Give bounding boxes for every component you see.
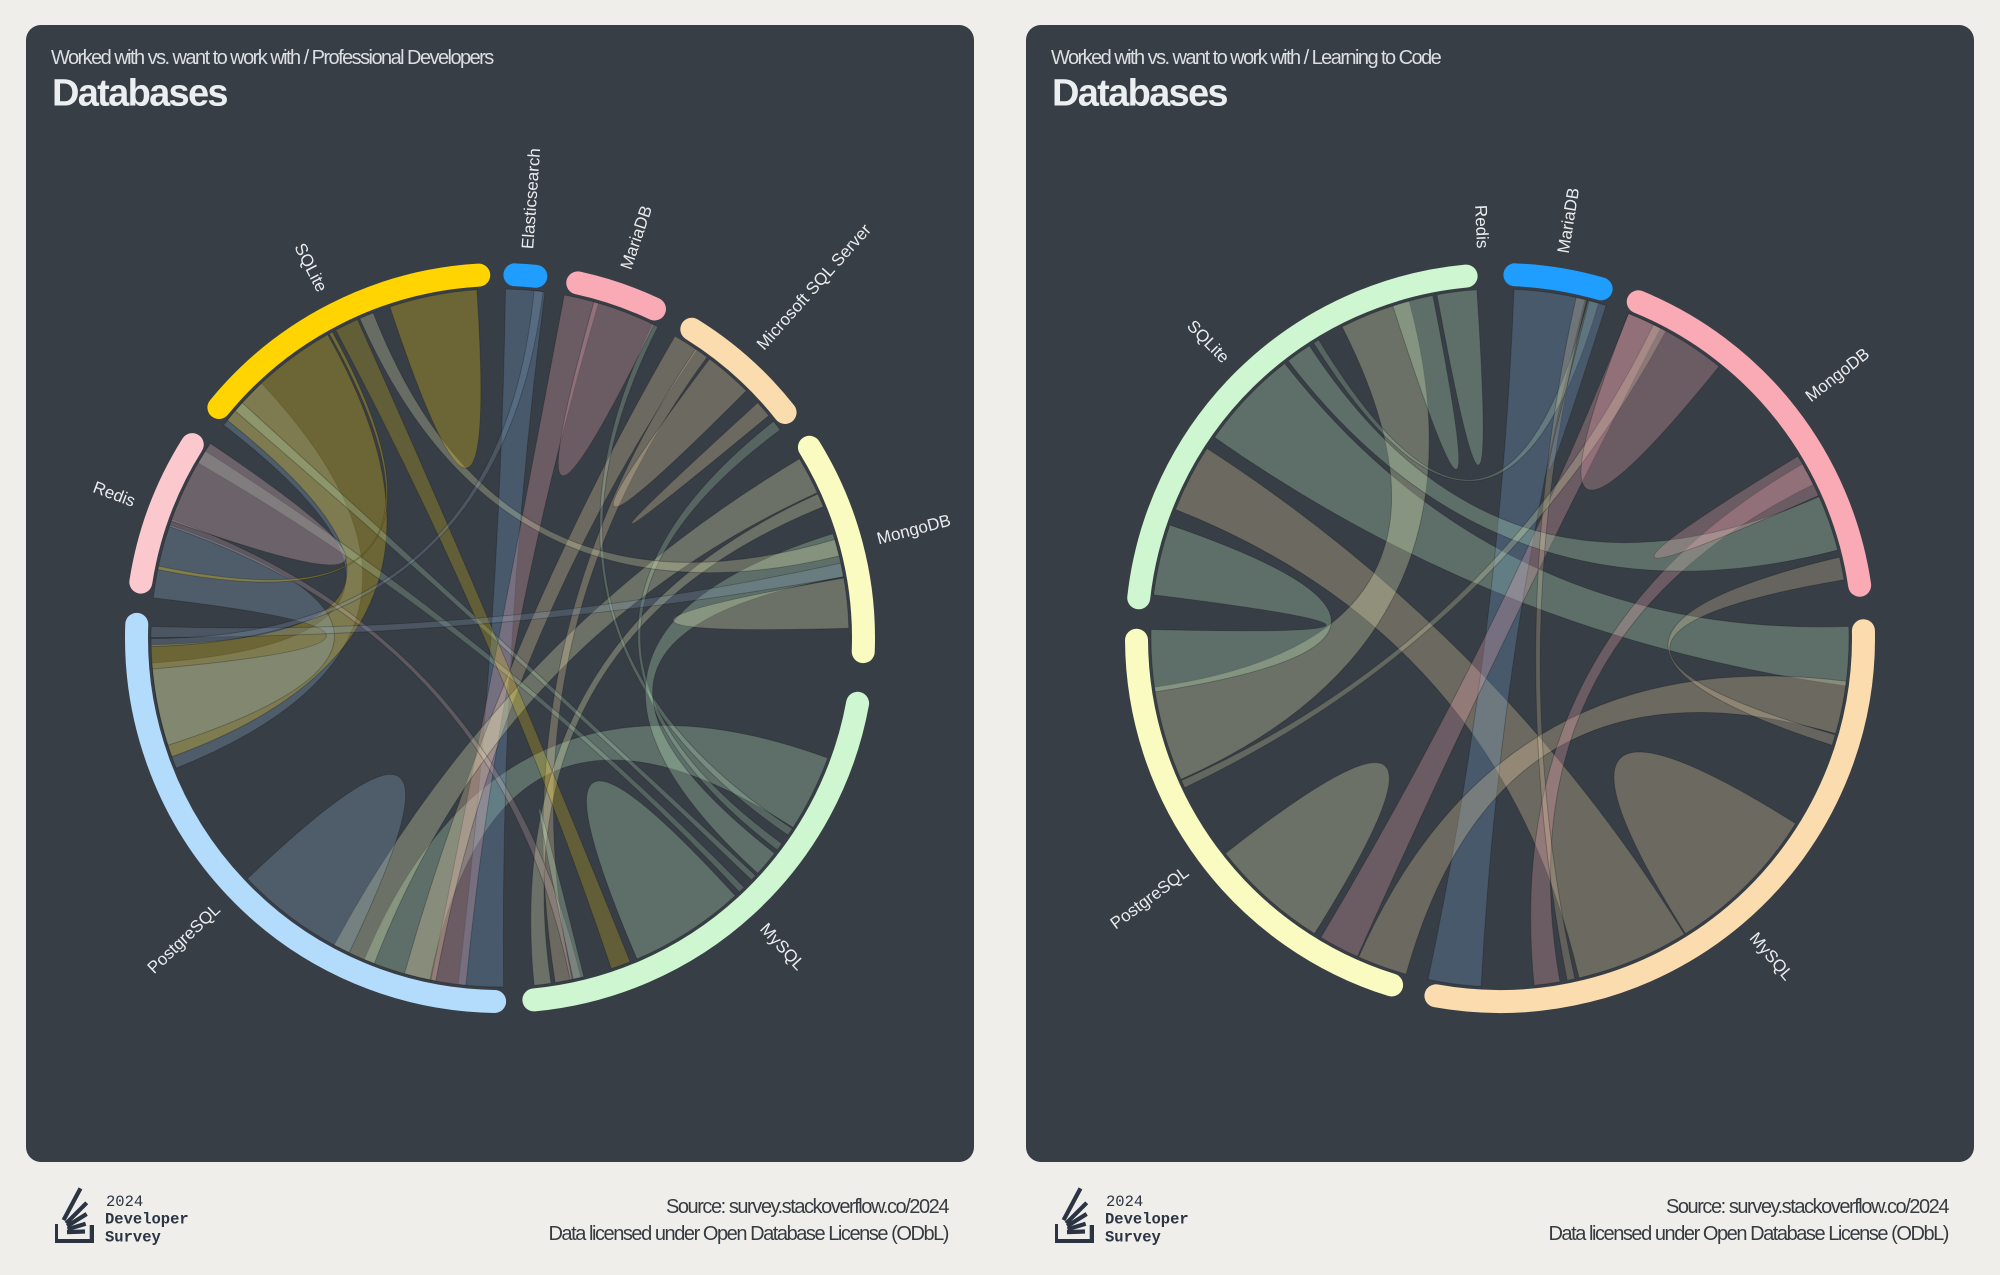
svg-text:Source: survey.stackoverflow.c: Source: survey.stackoverflow.co/2024 [1666,1196,1949,1218]
svg-text:MariaDB: MariaDB [617,203,656,272]
svg-text:PostgreSQL: PostgreSQL [144,900,224,978]
svg-text:SQLite: SQLite [1183,316,1233,366]
svg-text:2024: 2024 [1106,1193,1143,1211]
svg-text:MongoDB: MongoDB [1802,344,1873,406]
svg-text:Worked with vs. want to work w: Worked with vs. want to work with / Prof… [51,47,494,69]
svg-text:Databases: Databases [1052,73,1227,115]
svg-text:Survey: Survey [1105,1229,1161,1247]
svg-text:MongoDB: MongoDB [875,511,953,549]
svg-text:MariaDB: MariaDB [1554,186,1583,254]
svg-text:MySQL: MySQL [756,919,808,974]
svg-text:Source: survey.stackoverflow.c: Source: survey.stackoverflow.co/2024 [666,1196,949,1218]
svg-text:2024: 2024 [106,1193,143,1211]
svg-text:Data licensed under Open Datab: Data licensed under Open Database Licens… [548,1223,948,1245]
svg-text:Elasticsearch: Elasticsearch [518,147,544,249]
svg-text:Microsoft SQL Server: Microsoft SQL Server [753,220,875,354]
svg-text:SQLite: SQLite [290,240,331,295]
svg-text:Redis: Redis [1471,205,1492,249]
svg-text:Developer: Developer [1105,1211,1189,1229]
svg-text:Worked with vs. want to work w: Worked with vs. want to work with / Lear… [1051,47,1442,69]
svg-text:Survey: Survey [105,1229,161,1247]
svg-text:Databases: Databases [52,73,227,115]
svg-text:PostgreSQL: PostgreSQL [1107,863,1193,933]
svg-text:Redis: Redis [90,478,137,511]
svg-text:Developer: Developer [105,1211,189,1229]
svg-text:Data licensed under Open Datab: Data licensed under Open Database Licens… [1548,1223,1948,1245]
svg-text:MySQL: MySQL [1746,929,1797,984]
